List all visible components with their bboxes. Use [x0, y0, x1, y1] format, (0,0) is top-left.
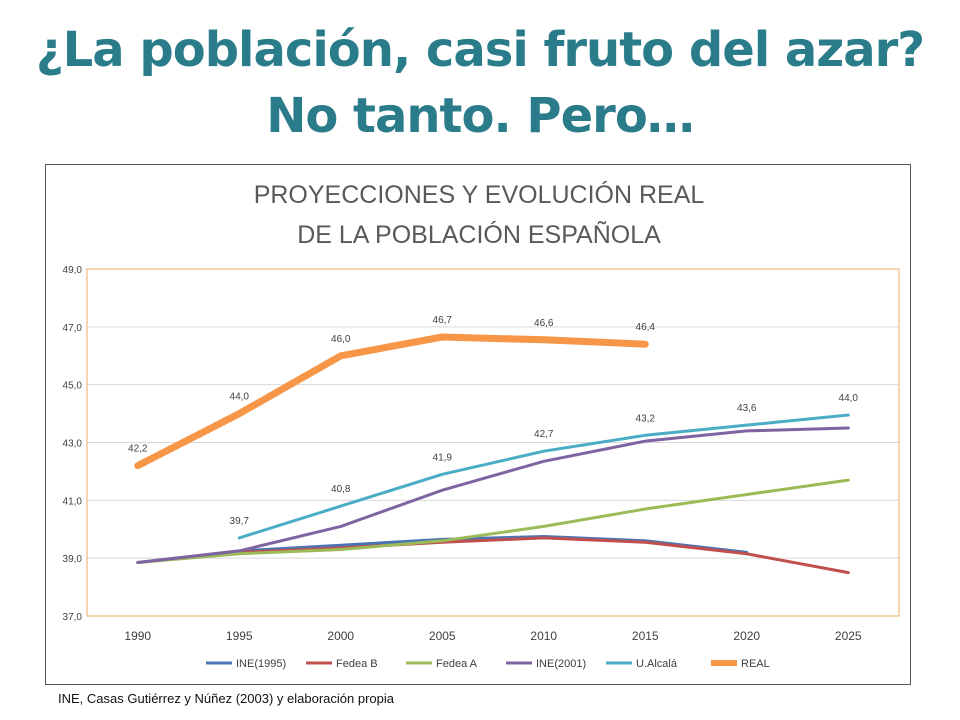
x-tick-label: 2025 [835, 629, 862, 643]
legend-label: REAL [741, 658, 770, 670]
x-tick-label: 1995 [226, 629, 253, 643]
data-label: 42,7 [534, 429, 554, 440]
legend-label: INE(1995) [236, 658, 286, 670]
data-label: 41,9 [433, 452, 453, 463]
data-label: 46,0 [331, 334, 351, 345]
data-label: 44,0 [839, 393, 859, 404]
chart-title-line-1: PROYECCIONES Y EVOLUCIÓN REAL [254, 180, 705, 209]
legend-label: INE(2001) [536, 658, 586, 670]
y-tick-label: 37,0 [63, 612, 83, 623]
legend-label: Fedea A [436, 658, 478, 670]
legend-label: U.Alcalá [636, 658, 678, 670]
y-tick-label: 39,0 [63, 554, 83, 565]
data-label: 43,6 [737, 403, 757, 414]
data-label: 46,6 [534, 318, 554, 329]
data-label: 44,0 [230, 392, 250, 403]
x-tick-label: 2000 [327, 629, 354, 643]
data-label: 40,8 [331, 484, 351, 495]
y-tick-label: 45,0 [63, 381, 83, 392]
data-label: 43,2 [636, 413, 656, 424]
legend-label: Fedea B [336, 658, 378, 670]
x-tick-label: 2015 [632, 629, 659, 643]
series-line-ine-2001- [136, 426, 850, 564]
chart-frame: PROYECCIONES Y EVOLUCIÓN REAL DE LA POBLA… [45, 164, 911, 685]
y-tick-label: 41,0 [63, 496, 83, 507]
y-tick-label: 47,0 [63, 323, 83, 334]
data-label: 46,4 [636, 322, 656, 333]
slide-title-line-1: ¿La población, casi fruto del azar? [35, 22, 925, 78]
series-line-u-alcal- [237, 413, 850, 540]
y-tick-label: 43,0 [63, 439, 83, 450]
slide-title-line-2: No tanto. Pero… [266, 88, 695, 144]
x-tick-label: 1990 [124, 629, 151, 643]
x-tick-label: 2010 [530, 629, 557, 643]
series-line-real [134, 333, 649, 470]
plot-area [86, 268, 900, 617]
data-label: 42,2 [128, 444, 148, 455]
population-chart: PROYECCIONES Y EVOLUCIÓN REAL DE LA POBLA… [63, 180, 900, 670]
y-tick-label: 49,0 [63, 265, 83, 276]
series-line-fedea-a [136, 478, 850, 564]
x-tick-label: 2005 [429, 629, 456, 643]
data-label: 39,7 [230, 516, 250, 527]
data-label: 46,7 [433, 315, 453, 326]
chart-title-line-2: DE LA POBLACIÓN ESPAÑOLA [297, 220, 661, 249]
series-line-fedea-b [136, 536, 850, 575]
source-note: INE, Casas Gutiérrez y Núñez (2003) y el… [58, 691, 394, 706]
x-tick-label: 2020 [733, 629, 760, 643]
